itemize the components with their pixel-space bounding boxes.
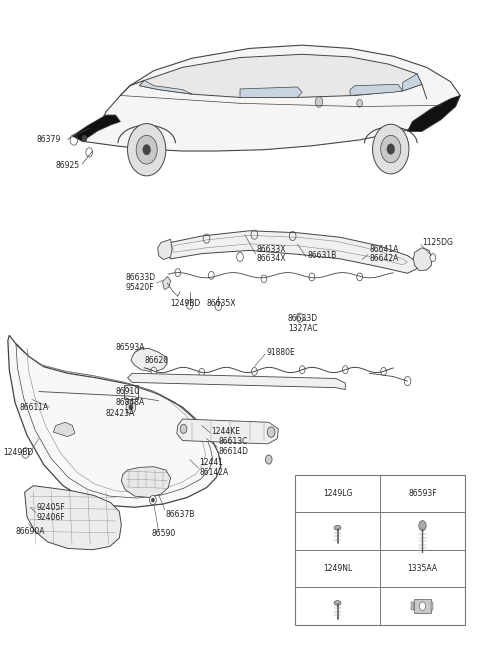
Circle shape [309, 273, 315, 281]
Text: 92406F: 92406F [36, 513, 65, 521]
Circle shape [186, 300, 193, 309]
Text: 86848A: 86848A [116, 398, 145, 407]
Circle shape [297, 313, 303, 322]
Text: 86910: 86910 [116, 387, 140, 396]
Circle shape [215, 301, 222, 310]
Polygon shape [177, 419, 278, 444]
Circle shape [404, 377, 411, 386]
Circle shape [208, 271, 214, 279]
Polygon shape [163, 231, 417, 273]
Circle shape [420, 602, 426, 610]
Circle shape [265, 455, 272, 464]
Circle shape [180, 424, 187, 434]
Text: 86633X: 86633X [257, 244, 286, 253]
Circle shape [357, 273, 362, 281]
Polygon shape [131, 348, 167, 372]
Circle shape [136, 136, 157, 164]
Text: 86635X: 86635X [206, 299, 236, 308]
Polygon shape [403, 74, 422, 91]
Circle shape [126, 401, 136, 414]
Polygon shape [140, 54, 422, 98]
Text: 86925: 86925 [56, 161, 80, 170]
Circle shape [129, 405, 133, 410]
Polygon shape [413, 248, 432, 271]
Circle shape [387, 144, 395, 155]
Text: 1327AC: 1327AC [288, 324, 317, 333]
Text: 95420F: 95420F [125, 283, 154, 292]
Polygon shape [53, 422, 75, 437]
Bar [295, 475, 465, 625]
Bar [431, 603, 433, 610]
Text: 1125DG: 1125DG [422, 238, 453, 247]
Circle shape [152, 498, 155, 502]
Text: 86690A: 86690A [15, 527, 45, 536]
Circle shape [150, 495, 156, 504]
Polygon shape [121, 467, 170, 497]
Ellipse shape [334, 525, 341, 530]
Text: 86641A: 86641A [369, 244, 398, 253]
Polygon shape [140, 81, 192, 94]
Polygon shape [240, 87, 302, 98]
Text: 1249BD: 1249BD [3, 449, 33, 457]
Polygon shape [408, 96, 460, 132]
Text: 1249NL: 1249NL [323, 564, 352, 573]
Polygon shape [162, 276, 170, 290]
Bar [124, 385, 138, 400]
Text: 1244KE: 1244KE [211, 427, 240, 436]
Polygon shape [157, 239, 172, 259]
Circle shape [315, 97, 323, 107]
Polygon shape [24, 485, 121, 550]
Text: 86613C: 86613C [218, 438, 248, 446]
Circle shape [151, 367, 157, 375]
Circle shape [267, 427, 275, 438]
Text: 86620: 86620 [144, 356, 168, 365]
Circle shape [372, 124, 409, 174]
Circle shape [357, 100, 362, 107]
Circle shape [128, 124, 166, 176]
Circle shape [143, 145, 151, 155]
Polygon shape [82, 45, 460, 151]
Circle shape [82, 136, 87, 142]
Text: 12441: 12441 [199, 458, 223, 467]
Text: 86590: 86590 [152, 529, 176, 538]
Circle shape [381, 136, 401, 163]
Text: 86611A: 86611A [20, 403, 49, 413]
Circle shape [199, 368, 204, 376]
Polygon shape [350, 84, 403, 96]
Polygon shape [128, 373, 345, 390]
Text: 86633D: 86633D [288, 314, 318, 323]
Text: 86379: 86379 [36, 135, 61, 143]
Text: 86637B: 86637B [166, 510, 195, 519]
Text: 82423A: 82423A [106, 409, 135, 419]
Circle shape [300, 365, 305, 373]
Circle shape [261, 275, 267, 283]
Circle shape [419, 521, 426, 531]
Polygon shape [8, 335, 221, 507]
Text: 86634X: 86634X [257, 254, 286, 263]
Circle shape [430, 253, 436, 261]
Circle shape [252, 367, 257, 375]
Circle shape [175, 269, 180, 276]
Text: 86642A: 86642A [369, 253, 398, 263]
Text: 1335AA: 1335AA [408, 564, 438, 573]
Text: 86593F: 86593F [408, 489, 437, 498]
Text: 1249BD: 1249BD [170, 299, 201, 308]
Text: 86142A: 86142A [199, 468, 228, 477]
Text: 92405F: 92405F [36, 504, 65, 512]
Text: 1249LG: 1249LG [323, 489, 352, 498]
Text: 91880E: 91880E [266, 348, 295, 357]
Circle shape [342, 365, 348, 373]
Circle shape [86, 148, 93, 157]
Text: 86614D: 86614D [218, 447, 249, 456]
Text: 86631B: 86631B [307, 251, 336, 260]
Text: 86633D: 86633D [125, 273, 155, 282]
Polygon shape [72, 115, 120, 141]
Text: 86593A: 86593A [116, 343, 145, 352]
Ellipse shape [334, 601, 341, 605]
Bar [411, 603, 414, 610]
Bar [414, 599, 431, 613]
Circle shape [381, 367, 386, 375]
